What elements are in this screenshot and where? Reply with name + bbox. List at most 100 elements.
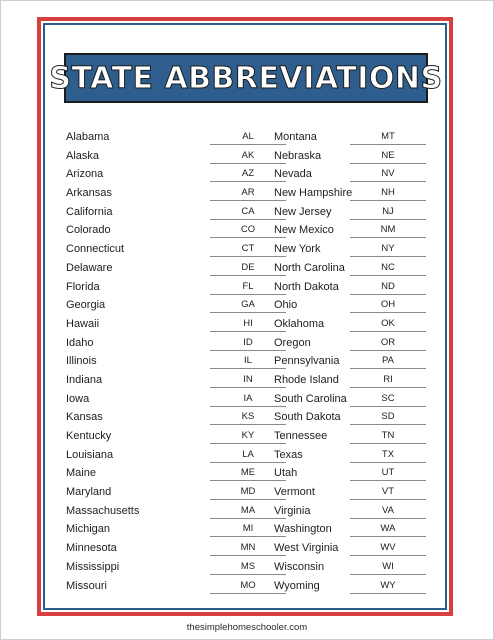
state-abbreviation: ME xyxy=(240,467,256,479)
state-row: Nevada NV xyxy=(274,165,444,184)
state-name: South Carolina xyxy=(274,392,347,405)
state-name: Massachusetts xyxy=(66,504,140,517)
state-name: Rhode Island xyxy=(274,373,339,386)
state-row: West Virginia WV xyxy=(274,539,444,558)
answer-line xyxy=(350,162,426,164)
state-row: Michigan MI xyxy=(66,520,286,539)
state-row: Mississippi MS xyxy=(66,558,286,577)
state-name: Wyoming xyxy=(274,579,320,592)
answer-line xyxy=(210,218,286,220)
state-abbreviation: MT xyxy=(381,131,395,142)
state-name: Nebraska xyxy=(274,149,322,162)
state-abbreviation: CO xyxy=(240,224,256,236)
state-row: Massachusetts MA xyxy=(66,502,286,521)
state-row: South Dakota SD xyxy=(274,408,444,427)
answer-line xyxy=(210,293,286,295)
state-name: Maryland xyxy=(66,486,112,499)
state-row: Nebraska NE xyxy=(274,147,444,166)
state-row: California CA xyxy=(66,203,286,222)
answer-line xyxy=(350,274,426,276)
state-row: North Carolina NC xyxy=(274,259,444,278)
right-state-list: Montana MT Nebraska NE Nevada NV New Hampshire… xyxy=(274,128,444,595)
state-row: Alabama AL xyxy=(66,128,286,147)
state-name: Florida xyxy=(66,280,100,293)
answer-line xyxy=(350,312,426,314)
state-abbreviation: OK xyxy=(381,317,395,329)
state-row: Florida FL xyxy=(66,278,286,297)
state-name: Alaska xyxy=(66,149,100,162)
state-name: Maine xyxy=(66,467,96,480)
state-name: South Dakota xyxy=(274,411,341,424)
state-name: Colorado xyxy=(66,224,111,237)
state-row: Texas TX xyxy=(274,446,444,465)
state-name: Montana xyxy=(274,131,317,143)
left-state-list: Alabama AL Alaska AK Arizona AZ Arkansas AR Cali… xyxy=(66,128,286,595)
answer-line xyxy=(210,443,286,444)
state-row: Virginia VA xyxy=(274,502,444,521)
answer-line xyxy=(350,386,426,388)
answer-line xyxy=(350,405,426,407)
answer-line xyxy=(210,256,286,258)
answer-line xyxy=(210,499,286,501)
answer-line xyxy=(350,144,426,145)
state-row: Kansas KS xyxy=(66,408,286,427)
state-row: Maine ME xyxy=(66,464,286,483)
state-row: Alaska AK xyxy=(66,147,286,166)
state-row: Hawaii HI xyxy=(66,315,286,334)
state-abbreviation: NH xyxy=(381,187,395,199)
state-name: Georgia xyxy=(66,299,106,312)
state-name: New Mexico xyxy=(274,224,334,237)
state-name: New Jersey xyxy=(274,205,332,218)
answer-line xyxy=(210,536,286,538)
state-row: Ohio OH xyxy=(274,296,444,315)
state-abbreviation: ND xyxy=(381,280,395,292)
state-name: Connecticut xyxy=(66,243,125,256)
state-name: Louisiana xyxy=(66,448,114,461)
state-name: Minnesota xyxy=(66,542,117,555)
state-name: Missouri xyxy=(66,579,107,592)
state-row: New Jersey NJ xyxy=(274,203,444,222)
answer-line xyxy=(210,386,286,388)
state-abbreviation: TN xyxy=(381,430,395,441)
state-name: Oklahoma xyxy=(274,317,325,330)
state-row: Wisconsin WI xyxy=(274,558,444,577)
state-row: Connecticut CT xyxy=(66,240,286,259)
state-abbreviation: WV xyxy=(380,542,396,554)
state-abbreviation: SC xyxy=(381,392,395,404)
state-row: Maryland MD xyxy=(66,483,286,502)
state-row: Pennsylvania PA xyxy=(274,352,444,371)
answer-line xyxy=(210,330,286,332)
state-abbreviation: MS xyxy=(240,560,256,572)
answer-line xyxy=(350,555,426,557)
answer-line xyxy=(350,517,426,519)
state-name: Washington xyxy=(274,523,332,536)
state-abbreviation: GA xyxy=(241,299,255,311)
state-name: Arkansas xyxy=(66,187,112,200)
state-abbreviation: NE xyxy=(381,149,395,161)
state-name: Texas xyxy=(274,448,303,461)
state-row: Kentucky KY xyxy=(66,427,286,446)
state-abbreviation: MD xyxy=(240,486,256,498)
state-abbreviation: AR xyxy=(241,187,255,199)
answer-line xyxy=(350,237,426,239)
blue-frame-border xyxy=(43,23,447,610)
state-abbreviation: NM xyxy=(380,224,396,236)
state-abbreviation: SD xyxy=(381,411,395,423)
state-abbreviation: CA xyxy=(241,205,255,217)
answer-line xyxy=(210,200,286,202)
state-row: North Dakota ND xyxy=(274,278,444,297)
state-abbreviation: UT xyxy=(381,467,395,479)
state-name: Iowa xyxy=(66,392,90,405)
answer-line xyxy=(210,181,286,183)
state-name: Wisconsin xyxy=(274,560,325,573)
page-title: STATE ABBREVIATIONS xyxy=(49,60,443,96)
answer-line xyxy=(210,162,286,164)
state-row: Vermont VT xyxy=(274,483,444,502)
state-name: Nevada xyxy=(274,168,312,181)
state-name: Vermont xyxy=(274,486,315,499)
state-row: Delaware DE xyxy=(66,259,286,278)
state-name: Arizona xyxy=(66,168,104,181)
state-abbreviation: HI xyxy=(243,317,253,329)
answer-line xyxy=(350,330,426,332)
state-name: Utah xyxy=(274,467,298,480)
